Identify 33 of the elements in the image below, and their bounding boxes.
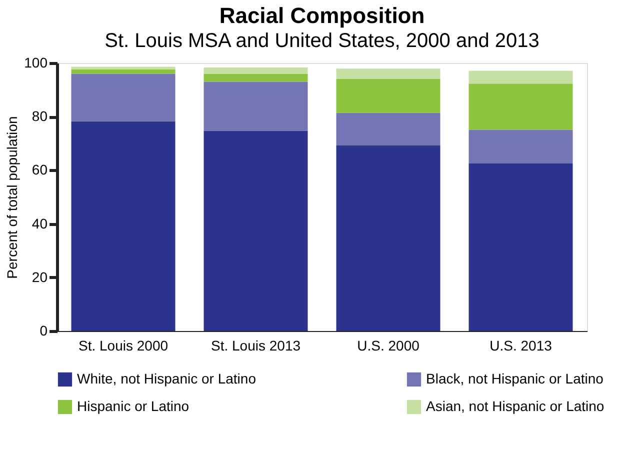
bar bbox=[336, 68, 440, 79]
bar bbox=[336, 146, 440, 331]
bar bbox=[71, 74, 176, 122]
bar bbox=[71, 66, 176, 70]
y-tick-label: 60 bbox=[32, 162, 48, 178]
y-tick-label: 20 bbox=[32, 268, 48, 285]
legend-label: Asian, not Hispanic or Latino bbox=[426, 398, 604, 414]
x-tick-label: U.S. 2000 bbox=[357, 338, 420, 354]
bar bbox=[468, 130, 573, 164]
y-tick-label: 0 bbox=[40, 322, 48, 338]
x-tick-label: St. Louis 2000 bbox=[78, 338, 168, 354]
bar bbox=[468, 70, 573, 84]
y-tick-label: 100 bbox=[24, 54, 48, 70]
legend-label: Hispanic or Latino bbox=[77, 398, 190, 414]
bar bbox=[204, 82, 308, 131]
y-axis-title: Percent of total population bbox=[4, 116, 20, 279]
bar bbox=[71, 69, 176, 74]
bar bbox=[204, 68, 308, 74]
y-tick-label: 40 bbox=[32, 215, 48, 232]
x-tick-label: St. Louis 2013 bbox=[210, 338, 301, 354]
bar bbox=[204, 74, 308, 82]
chart-subtitle: St. Louis MSA and United States, 2000 and 2013 bbox=[104, 30, 540, 52]
bar bbox=[71, 121, 176, 331]
legend-label: White, not Hispanic or Latino bbox=[77, 370, 256, 386]
bar bbox=[468, 164, 573, 331]
bar bbox=[336, 78, 440, 113]
legend-label: Black, not Hispanic or Latino bbox=[426, 370, 604, 386]
x-tick-label: U.S. 2013 bbox=[490, 338, 552, 354]
bar bbox=[336, 112, 440, 146]
y-tick-label: 80 bbox=[32, 108, 48, 124]
bar bbox=[204, 130, 308, 331]
bar bbox=[468, 84, 573, 130]
chart-title: Racial Composition bbox=[219, 3, 425, 28]
